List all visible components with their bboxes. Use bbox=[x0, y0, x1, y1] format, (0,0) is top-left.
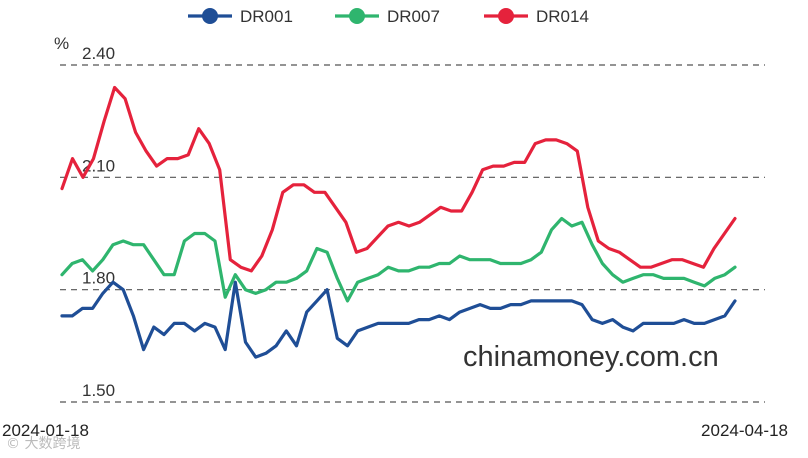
x-tick-label-end: 2024-04-18 bbox=[701, 421, 788, 440]
legend-item-dr007: DR007 bbox=[335, 7, 440, 26]
series-line-dr001 bbox=[60, 280, 737, 359]
x-tick-label-start: 2024-01-18 bbox=[2, 421, 89, 440]
series-line-dr014 bbox=[60, 85, 737, 273]
legend-marker bbox=[498, 8, 514, 24]
legend-label: DR014 bbox=[536, 7, 589, 26]
legend-marker bbox=[349, 8, 365, 24]
y-tick-label: 1.80 bbox=[82, 269, 115, 288]
corner-watermark: © 大数跨境 bbox=[6, 436, 80, 452]
y-tick-label: 2.40 bbox=[82, 44, 115, 63]
legend: DR001 DR007 DR014 bbox=[188, 7, 589, 26]
series-lines bbox=[60, 85, 737, 359]
legend-label: DR001 bbox=[240, 7, 293, 26]
grid-lines bbox=[60, 64, 765, 403]
series-line-dr007 bbox=[60, 216, 737, 303]
y-unit-label: % bbox=[54, 34, 69, 53]
y-tick-labels: 2.402.101.801.50 bbox=[82, 44, 115, 400]
legend-item-dr001: DR001 bbox=[188, 7, 293, 26]
legend-label: DR007 bbox=[387, 7, 440, 26]
watermark-text: chinamoney.com.cn bbox=[463, 341, 719, 373]
y-tick-label: 1.50 bbox=[82, 381, 115, 400]
legend-marker bbox=[202, 8, 218, 24]
legend-item-dr014: DR014 bbox=[484, 7, 589, 26]
